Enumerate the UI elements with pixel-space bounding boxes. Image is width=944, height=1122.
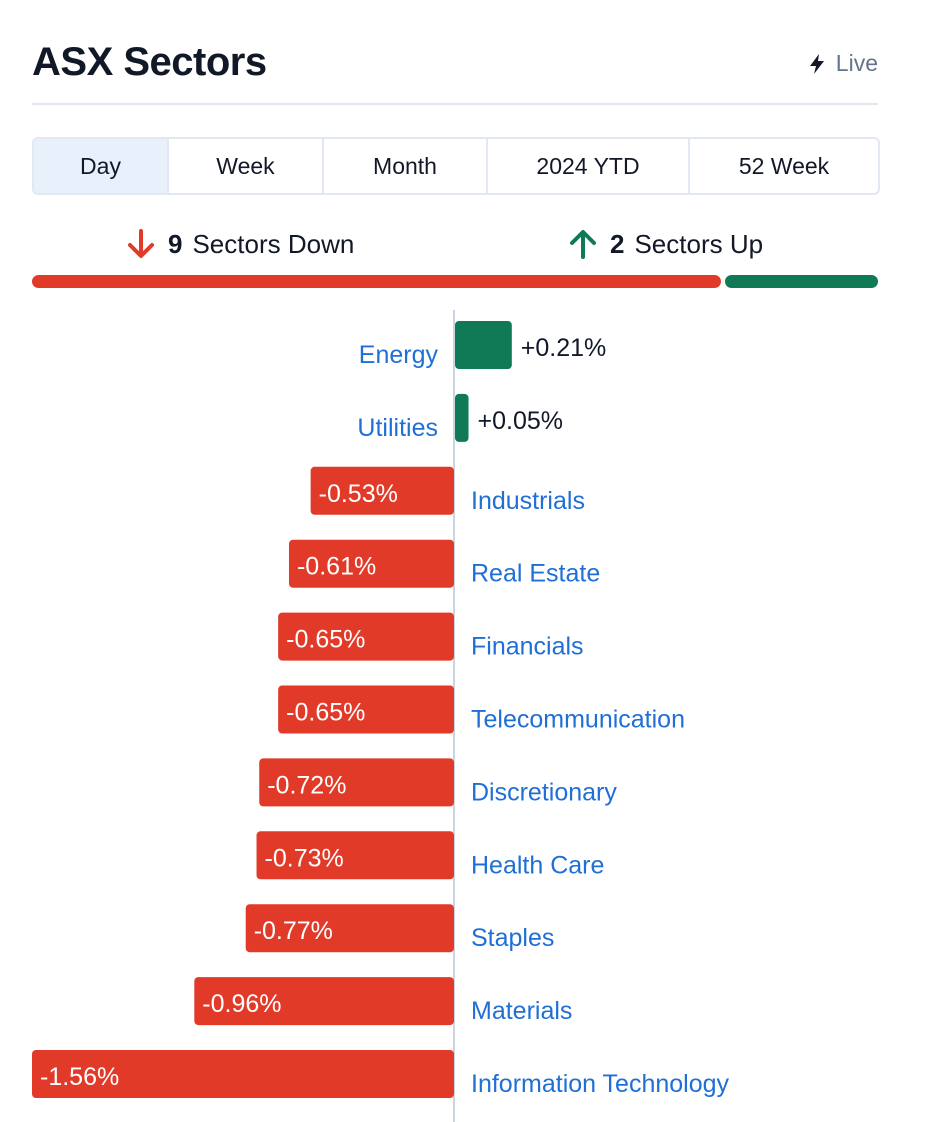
widget-header: ASX Sectors Live bbox=[32, 36, 878, 104]
bar-utilities[interactable] bbox=[455, 393, 469, 442]
bar-value-label: -0.77% bbox=[254, 917, 333, 945]
sector-link[interactable]: Information Technology bbox=[471, 1070, 730, 1098]
sectors-up-label: Sectors Up bbox=[634, 228, 764, 259]
bar-value-label: -1.56% bbox=[40, 1063, 119, 1091]
sector-link[interactable]: Industrials bbox=[471, 487, 585, 515]
sector-link[interactable]: Real Estate bbox=[471, 560, 600, 588]
sector-link[interactable]: Staples bbox=[471, 924, 554, 952]
sectors-up-summary: 2 Sectors Up bbox=[566, 222, 763, 266]
bar-energy[interactable] bbox=[455, 321, 512, 369]
bar-materials[interactable] bbox=[194, 977, 455, 1026]
bar-staples[interactable] bbox=[245, 904, 454, 953]
sector-counts: 9 Sectors Down 2 Sectors Up bbox=[0, 222, 944, 266]
breadth-bar bbox=[32, 275, 878, 288]
period-tabs: Day Week Month 2024 YTD 52 Week bbox=[32, 137, 880, 195]
bar-financials[interactable] bbox=[278, 612, 454, 661]
page-title: ASX Sectors bbox=[32, 40, 267, 84]
sector-bar-chart: +0.21% Energy +0.05% Utilities -0.53% Industr… bbox=[32, 310, 730, 1122]
bar-value-label: -0.73% bbox=[265, 844, 344, 872]
sectors-down-count: 9 bbox=[168, 228, 183, 259]
tab-month[interactable]: Month bbox=[324, 139, 488, 193]
tab-week[interactable]: Week bbox=[169, 139, 324, 193]
live-label: Live bbox=[835, 50, 878, 76]
sector-link[interactable]: Energy bbox=[359, 341, 439, 369]
tab-2024-ytd[interactable]: 2024 YTD bbox=[488, 139, 690, 193]
bar-value-label: -0.65% bbox=[286, 699, 365, 727]
bar-real-estate[interactable] bbox=[288, 539, 454, 588]
bar-discretionary[interactable] bbox=[259, 758, 454, 807]
tab-52-week[interactable]: 52 Week bbox=[738, 152, 830, 179]
lightning-icon bbox=[809, 53, 824, 74]
sectors-down-label: Sectors Down bbox=[192, 228, 355, 259]
bar-health-care[interactable] bbox=[256, 831, 454, 880]
bar-value-label: -0.72% bbox=[267, 771, 346, 799]
arrow-down-icon bbox=[128, 229, 154, 258]
sectors-up-count: 2 bbox=[610, 228, 625, 259]
sector-link[interactable]: Discretionary bbox=[471, 778, 617, 806]
bar-value-label: +0.05% bbox=[478, 407, 564, 435]
sector-link[interactable]: Utilities bbox=[357, 414, 438, 442]
bar-industrials[interactable] bbox=[310, 466, 454, 515]
sectors-down-summary: 9 Sectors Down bbox=[124, 222, 354, 266]
breadth-bar-down bbox=[32, 275, 721, 288]
live-indicator: Live bbox=[808, 50, 878, 77]
bar-value-label: -0.53% bbox=[319, 480, 398, 508]
sector-link[interactable]: Health Care bbox=[471, 851, 604, 879]
bar-value-label: -0.65% bbox=[286, 626, 365, 654]
tab-day[interactable]: Day bbox=[34, 139, 169, 193]
bar-value-label: +0.21% bbox=[521, 334, 607, 362]
header-divider bbox=[32, 103, 878, 105]
sector-link[interactable]: Financials bbox=[471, 633, 584, 661]
bar-value-label: -0.96% bbox=[202, 990, 281, 1018]
bar-information-technology[interactable] bbox=[32, 1050, 454, 1098]
sector-link[interactable]: Telecommunication bbox=[471, 706, 685, 734]
bar-value-label: -0.61% bbox=[297, 553, 376, 581]
breadth-bar-up bbox=[725, 275, 878, 288]
bar-telecommunication[interactable] bbox=[278, 685, 454, 734]
sector-link[interactable]: Materials bbox=[471, 997, 572, 1025]
arrow-up-icon bbox=[570, 230, 596, 259]
